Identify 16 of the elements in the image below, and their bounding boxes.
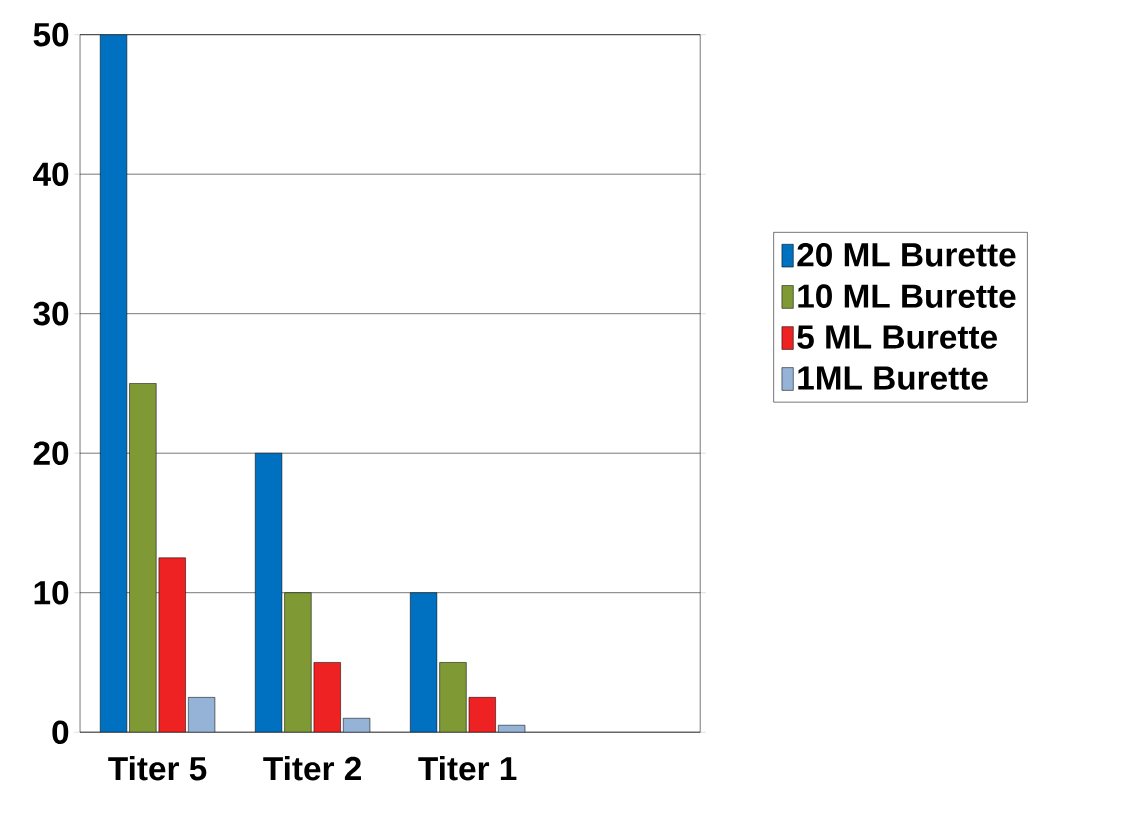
legend-label: 5 ML Burette xyxy=(797,325,997,350)
x-tick-label: Titer 1 xyxy=(418,756,517,781)
y-tick-label: 30 xyxy=(33,302,69,326)
x-tick-label: Titer 5 xyxy=(108,756,207,781)
bar xyxy=(498,725,526,733)
y-tick-label: 0 xyxy=(52,720,69,745)
y-tick-label: 20 xyxy=(33,441,69,466)
y-tick-label: 40 xyxy=(33,162,69,187)
y-tick-label: 10 xyxy=(34,581,69,605)
y-tick-label: 50 xyxy=(33,23,69,47)
bar xyxy=(187,697,216,733)
legend-label: 1ML Burette xyxy=(798,366,988,391)
bar xyxy=(343,718,371,733)
legend-label: 20 ML Burette xyxy=(797,243,1016,267)
x-tick-label: Titer 2 xyxy=(263,756,361,781)
legend-label: 10 ML Burette xyxy=(798,284,1016,309)
